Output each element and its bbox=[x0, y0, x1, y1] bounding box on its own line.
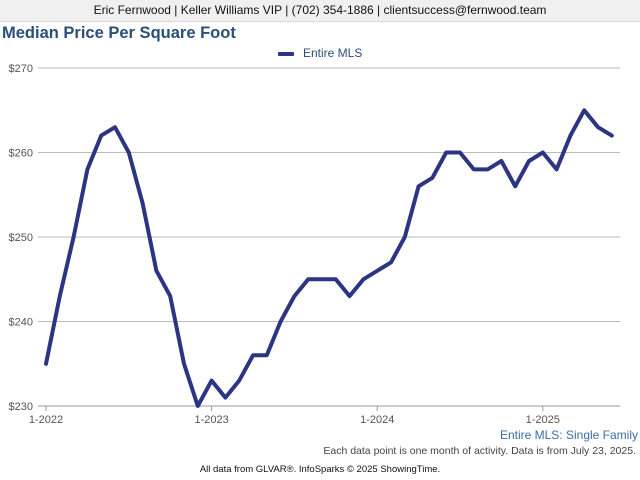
data-point bbox=[113, 125, 117, 129]
data-point bbox=[472, 167, 476, 171]
data-point bbox=[196, 404, 200, 408]
data-point bbox=[265, 353, 269, 357]
data-point bbox=[99, 134, 103, 138]
data-point bbox=[279, 320, 283, 324]
data-point bbox=[251, 353, 255, 357]
grid-layer bbox=[38, 67, 620, 407]
y-tick-label: $260 bbox=[9, 148, 33, 160]
chart-legend[interactable]: Entire MLS bbox=[0, 46, 640, 60]
data-point bbox=[85, 167, 89, 171]
data-point bbox=[182, 362, 186, 366]
data-point bbox=[568, 134, 572, 138]
data-point bbox=[582, 108, 586, 112]
x-tick-label: 1-2025 bbox=[526, 414, 560, 426]
data-point bbox=[513, 184, 517, 188]
data-point bbox=[154, 269, 158, 273]
data-point bbox=[541, 151, 545, 155]
y-tick-label: $240 bbox=[9, 317, 33, 329]
axis-layer: $230 $240 $250 $260 $270 1-2022 1-2023 1-2024 1-… bbox=[9, 63, 560, 426]
activity-note: Each data point is one month of activity… bbox=[323, 445, 636, 457]
data-point bbox=[168, 294, 172, 298]
data-point bbox=[44, 362, 48, 366]
data-point bbox=[320, 277, 324, 281]
x-tick-label: 1-2023 bbox=[194, 414, 228, 426]
series-note: Entire MLS: Single Family bbox=[499, 428, 638, 442]
data-point bbox=[430, 176, 434, 180]
legend-label: Entire MLS bbox=[302, 46, 363, 60]
legend-swatch bbox=[277, 51, 294, 56]
x-tick-label: 1-2024 bbox=[360, 414, 394, 426]
data-point bbox=[348, 294, 352, 298]
data-point bbox=[306, 277, 310, 281]
data-point bbox=[375, 269, 379, 273]
y-tick-label: $250 bbox=[9, 232, 33, 244]
y-tick-label: $230 bbox=[9, 401, 33, 413]
agent-contact-bar: Eric Fernwood | Keller Williams VIP | (7… bbox=[0, 0, 640, 22]
data-point bbox=[72, 235, 76, 239]
data-point bbox=[127, 151, 131, 155]
data-point bbox=[389, 260, 393, 264]
series-layer bbox=[44, 108, 614, 408]
data-point bbox=[499, 159, 503, 163]
data-point bbox=[403, 235, 407, 239]
data-point bbox=[361, 277, 365, 281]
y-tick-label: $270 bbox=[9, 63, 33, 75]
data-point bbox=[527, 159, 531, 163]
data-point bbox=[141, 201, 145, 205]
data-point bbox=[486, 167, 490, 171]
data-point bbox=[210, 379, 214, 383]
data-point bbox=[334, 277, 338, 281]
data-point bbox=[292, 294, 296, 298]
chart-title: Median Price Per Square Foot bbox=[2, 24, 236, 42]
data-point bbox=[223, 396, 227, 400]
data-point bbox=[555, 167, 559, 171]
source-note: All data from GLVAR®. InfoSparks © 2025 … bbox=[199, 464, 441, 475]
agent-contact-text: Eric Fernwood | Keller Williams VIP | (7… bbox=[93, 3, 547, 17]
data-point bbox=[444, 151, 448, 155]
data-point bbox=[610, 134, 614, 138]
data-point bbox=[417, 184, 421, 188]
data-point bbox=[237, 379, 241, 383]
x-tick-label: 1-2022 bbox=[29, 414, 63, 426]
series-line bbox=[44, 108, 614, 408]
data-point bbox=[58, 294, 62, 298]
data-point bbox=[458, 151, 462, 155]
data-point bbox=[596, 125, 600, 129]
